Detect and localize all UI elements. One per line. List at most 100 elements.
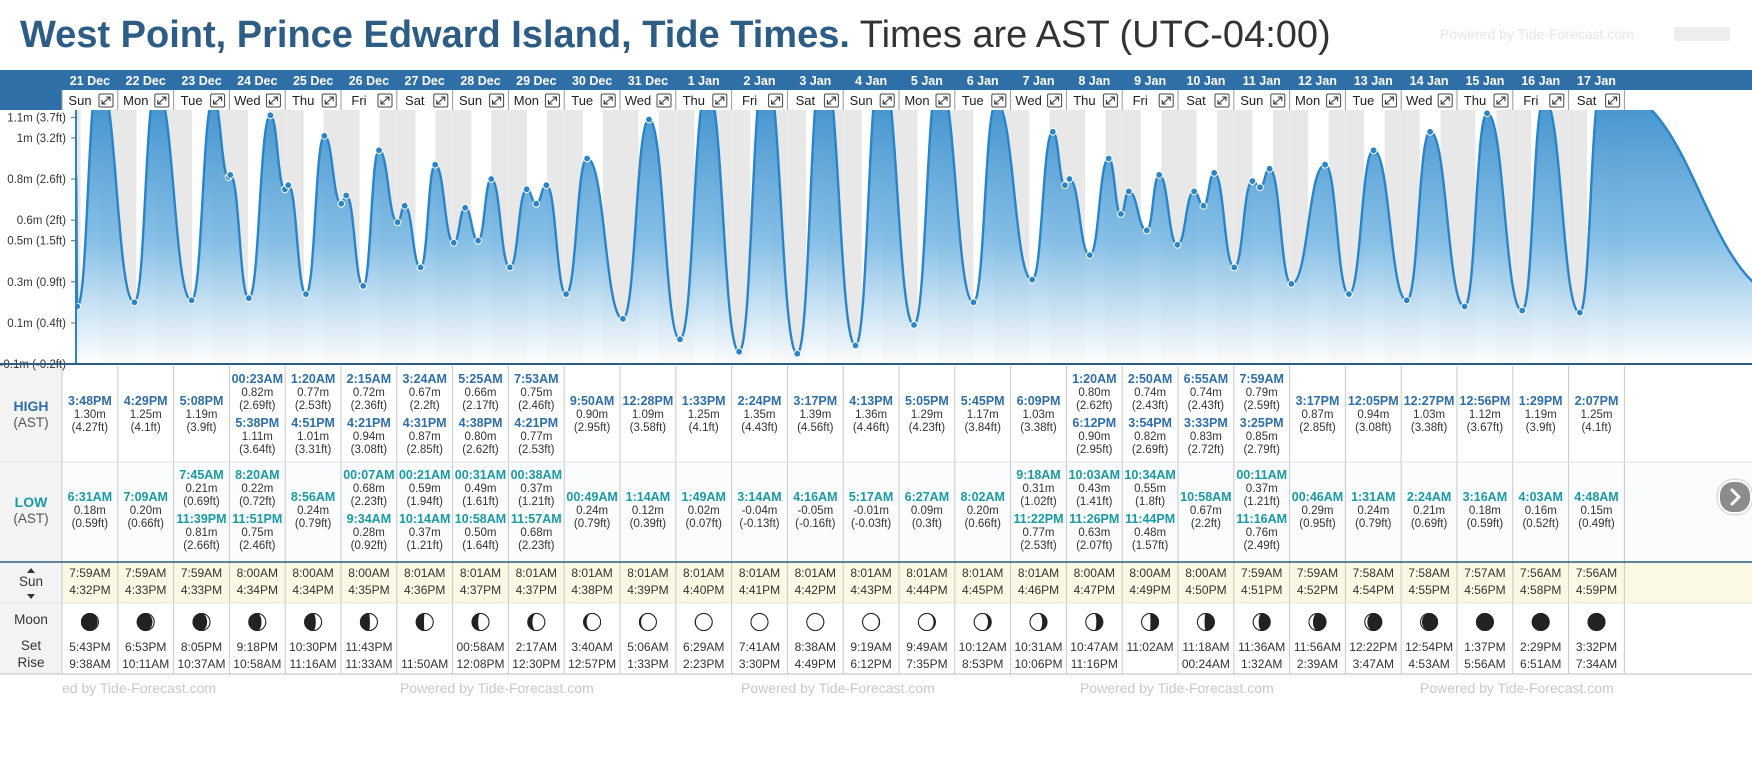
low-tide-point [793,349,802,358]
expand-icon-arrows [1217,96,1227,105]
low-tide-feet: (0.79ft) [295,518,332,530]
low-tide-metres: 0.43m [1078,483,1110,495]
expand-icon-arrows [1273,96,1283,105]
sunset-time: 4:51PM [1241,583,1282,597]
low-tide-metres: 0.68m [520,527,552,539]
low-tide-point [1061,181,1069,190]
high-tide-metres: 1.09m [632,409,664,421]
moon-outline [136,613,155,631]
low-tide-time: 1:31AM [1351,490,1395,504]
sunrise-time: 7:59AM [1297,566,1338,580]
high-tide-time: 4:38PM [459,416,503,430]
expand-icon [210,93,226,108]
expand-icon [656,93,672,108]
expand-icon [1326,93,1342,108]
sunset-time: 4:45PM [962,583,1003,597]
moon-lit [368,613,378,631]
moon-lit [201,613,210,631]
low-tide-metres: -0.01m [853,505,889,517]
low-tide-feet: (2.2ft) [1191,518,1221,530]
footer-bg [0,674,1752,780]
expand-icon [1047,93,1063,108]
moonset-time: 00:58AM [456,640,504,654]
sunrise-time: 7:59AM [69,566,110,580]
low-tide-point [735,347,743,356]
moonrise-time: 5:56AM [1464,657,1505,671]
low-tide-point [1287,280,1296,288]
y-tick-label: 0.1m (0.4ft) [7,318,66,330]
high-tide-point [431,160,440,169]
tide-line [76,110,1752,355]
top-watermark: Powered by Tide-Forecast.com [1440,26,1634,42]
moon-lit [862,613,879,631]
moon-phase-icon [136,613,155,631]
expand-icon-arrows [938,96,948,105]
moonset-time: 10:31AM [1014,640,1062,654]
low-tide-point [506,263,514,272]
high-tide-feet: (4.46ft) [853,422,890,434]
moon-phase-icon [1475,613,1494,631]
high-tide-point [542,181,551,190]
moonrise-time: 10:06PM [1014,657,1062,671]
high-tide-metres: 0.72m [353,387,385,399]
expand-icon-arrows [547,96,557,105]
moon-phase-icon [750,613,769,631]
high-tide-time: 1:20AM [1072,372,1116,386]
high-tide-point [1483,110,1491,118]
low-tide-time: 5:17AM [849,490,893,504]
high-tide-metres: 1.17m [967,409,999,421]
moon-lit [257,613,266,631]
high-tide-time: 5:38PM [235,416,279,430]
low-tide-feet: (1.21ft) [406,540,443,552]
night-shade [731,110,751,364]
sunrise-time: 7:59AM [1241,566,1282,580]
high-tide-time: 7:59AM [1239,372,1283,386]
moon-outline [638,613,657,631]
low-tide-point [562,290,570,299]
expand-icon-arrows [492,96,502,105]
low-tide-point [532,199,541,208]
moonrise-time: 6:12PM [850,657,891,671]
high-tide-feet: (3.08ft) [1355,422,1392,434]
expand-icon [991,93,1007,108]
expand-icon-arrows [1440,96,1450,105]
low-tide-feet: (1.41ft) [1076,496,1113,508]
high-tide-metres: 1.35m [744,409,776,421]
low-tide-time: 00:11AM [1236,468,1287,482]
weekday-label: Sat [796,93,816,108]
moon-phase-icon [583,613,602,631]
low-tide-feet: (0.79ft) [1355,518,1392,530]
sunrise-time: 7:57AM [1464,566,1505,580]
high-tide-feet: (3.9ft) [186,422,216,434]
high-tide-metres: 0.66m [465,387,497,399]
moon-phase-icon [1252,613,1271,631]
high-tide-time: 6:09PM [1017,394,1061,408]
high-tide-time: 1:33PM [682,394,726,408]
low-tide-point [1085,251,1094,260]
high-tide-time: 4:31PM [403,416,447,430]
date-label: 6 Jan [967,74,999,88]
low-tide-time: 10:34AM [1124,468,1175,482]
sunset-time: 4:59PM [1576,583,1617,597]
high-tide-time: 6:12PM [1072,416,1116,430]
weekday-label: Wed [1406,93,1433,108]
expand-icon-arrows [1608,96,1618,105]
high-tide-metres: 1.36m [855,409,887,421]
low-tide-point [1345,290,1353,299]
high-tide-metres: 0.83m [1190,431,1222,443]
high-tide-metres: 0.77m [297,387,329,399]
next-button[interactable] [1718,480,1752,514]
high-tide-point [487,175,496,183]
low-tide-point [676,335,684,344]
moonset-time: 2:29PM [1520,640,1561,654]
high-tide-metres: 1.30m [74,409,106,421]
expand-icon-arrows [715,96,725,105]
moonset-time: 12:22PM [1349,640,1397,654]
moon-lit [1141,613,1151,631]
low-tide-point [187,296,196,305]
high-tide-point [1248,177,1257,185]
sunset-time: 4:32PM [69,583,110,597]
high-tide-time: 3:17PM [793,394,837,408]
sunrise-time: 8:01AM [906,566,947,580]
low-tide-feet: (0.79ft) [574,518,611,530]
